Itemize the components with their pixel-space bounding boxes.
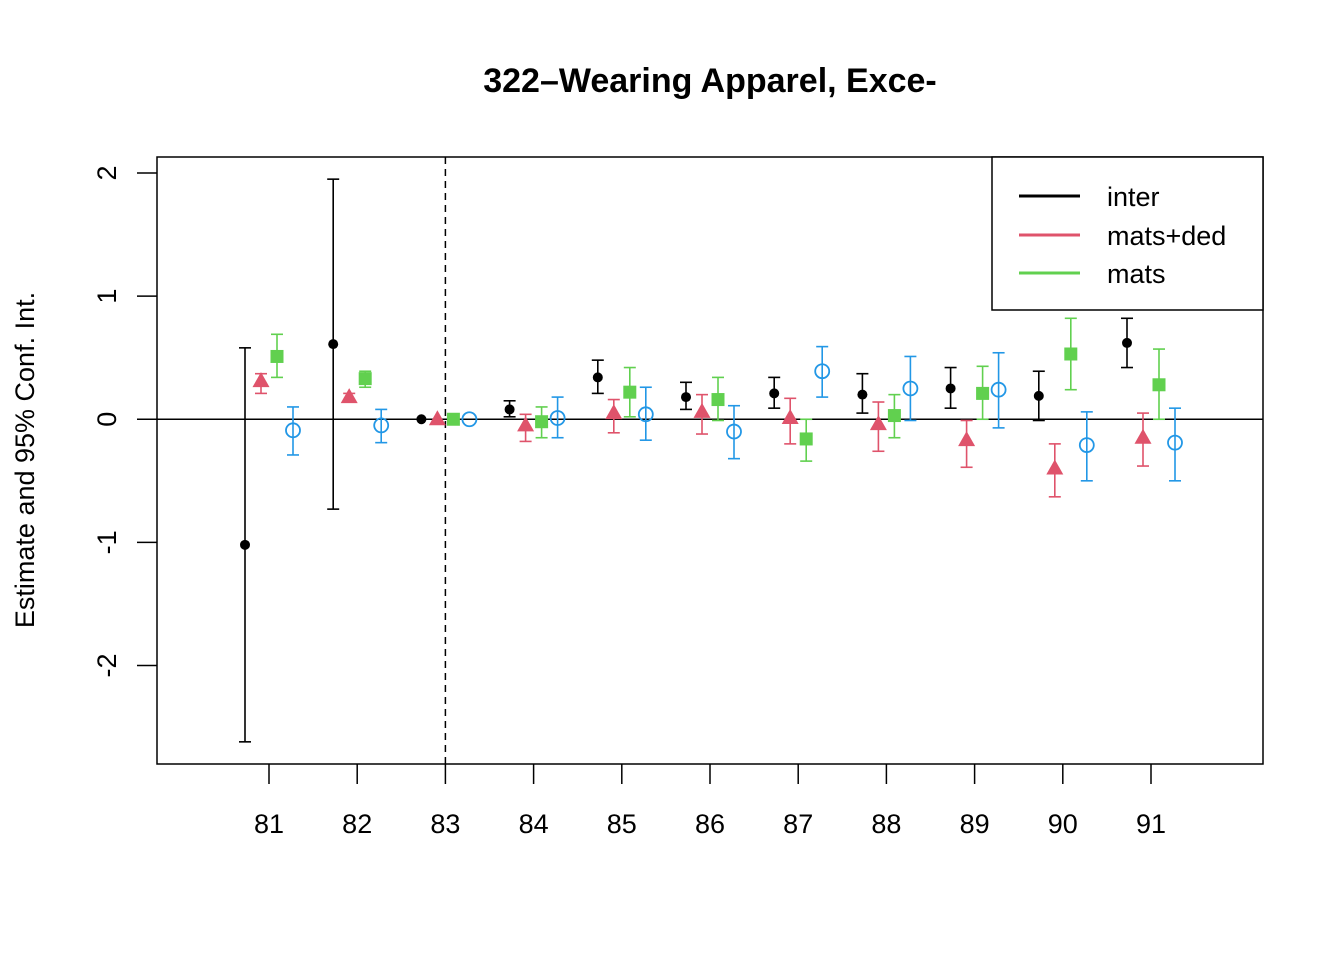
axes-layer: -2 -1 0 1 2 81 82 83 84 85 86 87 88 89 90 91 — [92, 165, 1166, 839]
data-point — [549, 410, 566, 426]
data-point — [504, 404, 515, 415]
marks-layer — [157, 157, 1263, 764]
data-point — [869, 415, 887, 431]
x-tick-label: 84 — [519, 809, 549, 839]
y-tick-label: 0 — [92, 412, 122, 427]
data-point — [623, 385, 637, 399]
x-tick-label: 91 — [1136, 809, 1166, 839]
legend-label-mats-ded: mats+ded — [1107, 221, 1226, 251]
y-axis-label: Estimate and 95% Conf. Int. — [10, 292, 40, 628]
data-point — [340, 388, 358, 404]
x-tick-label: 89 — [960, 809, 990, 839]
data-point — [328, 339, 339, 350]
y-tick-label: -1 — [92, 530, 122, 554]
data-point — [592, 372, 603, 383]
data-point — [799, 432, 813, 446]
x-tick-label: 88 — [871, 809, 901, 839]
legend-label-mats: mats — [1107, 259, 1166, 289]
x-tick-label: 87 — [783, 809, 813, 839]
legend: inter mats+ded mats — [991, 156, 1264, 311]
data-point — [416, 414, 427, 425]
legend-label-inter: inter — [1107, 182, 1160, 212]
data-point — [517, 416, 535, 432]
data-point — [373, 417, 390, 434]
data-point — [990, 381, 1007, 398]
data-point — [1134, 428, 1152, 444]
data-point — [270, 349, 284, 363]
x-tick-label: 85 — [607, 809, 637, 839]
data-point — [285, 422, 301, 439]
data-point — [461, 411, 478, 428]
data-point — [605, 404, 623, 420]
data-point — [958, 431, 976, 447]
x-tick-label: 86 — [695, 809, 725, 839]
data-point — [769, 388, 780, 399]
data-point — [976, 386, 990, 400]
data-point — [1152, 378, 1166, 392]
data-point — [814, 363, 831, 380]
data-point — [726, 423, 742, 440]
data-point — [693, 402, 711, 418]
data-point — [945, 383, 956, 394]
data-point — [781, 409, 799, 425]
x-tick-label: 81 — [254, 809, 284, 839]
data-point — [446, 412, 460, 426]
y-tick-label: 2 — [92, 165, 122, 180]
x-tick-label: 82 — [342, 809, 372, 839]
data-point — [711, 393, 725, 407]
y-tick-label: 1 — [92, 289, 122, 304]
data-point — [1046, 459, 1064, 475]
chart-title: 322–Wearing Apparel, Exce- — [483, 62, 937, 100]
data-point — [1033, 390, 1044, 401]
data-point — [358, 372, 372, 386]
data-point — [252, 372, 270, 388]
data-point — [902, 380, 919, 397]
data-point — [1064, 347, 1078, 361]
x-tick-label: 83 — [430, 809, 460, 839]
data-point — [681, 392, 691, 403]
data-point — [857, 389, 868, 400]
x-tick-label: 90 — [1048, 809, 1078, 839]
data-point — [637, 406, 654, 423]
data-point — [535, 415, 549, 429]
data-point — [1122, 337, 1132, 348]
y-tick-label: -2 — [92, 653, 122, 677]
data-point — [887, 409, 901, 423]
data-point — [240, 539, 250, 550]
data-point — [1167, 434, 1183, 451]
data-point — [428, 410, 446, 426]
data-point — [1078, 437, 1095, 454]
